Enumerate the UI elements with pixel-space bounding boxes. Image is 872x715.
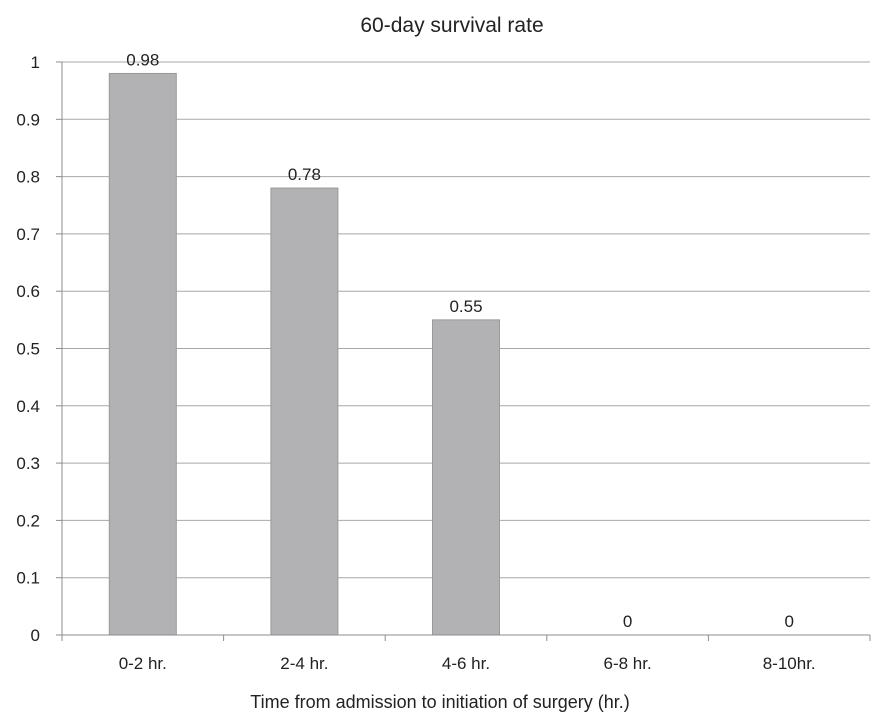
x-tick-label: 4-6 hr. [442,654,490,673]
data-label: 0.55 [449,297,482,316]
bars [108,72,500,636]
y-tick-label: 1 [31,53,40,72]
data-label: 0 [623,612,632,631]
y-tick-label: 0 [31,626,40,645]
y-tick-label: 0.6 [16,282,40,301]
data-label: 0.98 [126,50,159,69]
bar [270,187,339,636]
y-tick-label: 0.3 [16,454,40,473]
x-tick-label: 2-4 hr. [280,654,328,673]
x-tick-label: 6-8 hr. [603,654,651,673]
y-tick-label: 0.5 [16,340,40,359]
bar [108,72,177,636]
data-label: 0.78 [288,165,321,184]
y-tick-label: 0.4 [16,397,40,416]
x-tick-label: 8-10hr. [763,654,816,673]
x-axis-title: Time from admission to initiation of sur… [250,692,629,712]
chart-title: 60-day survival rate [360,14,543,37]
data-labels: 0.98 0.78 0.55 0 0 [126,50,794,631]
bar [432,319,500,636]
data-label: 0 [784,612,793,631]
y-tick-label: 0.8 [16,168,40,187]
axes: 0 0.1 0.2 0.3 0.4 0.5 0.6 0.7 0.8 0.9 1 0-2 hr. 2-4 … [16,53,871,673]
y-tick-label: 0.7 [16,225,40,244]
y-tick-label: 0.9 [16,110,40,129]
y-tick-label: 0.1 [16,569,40,588]
y-tick-label: 0.2 [16,511,40,530]
x-tick-label: 0-2 hr. [119,654,167,673]
